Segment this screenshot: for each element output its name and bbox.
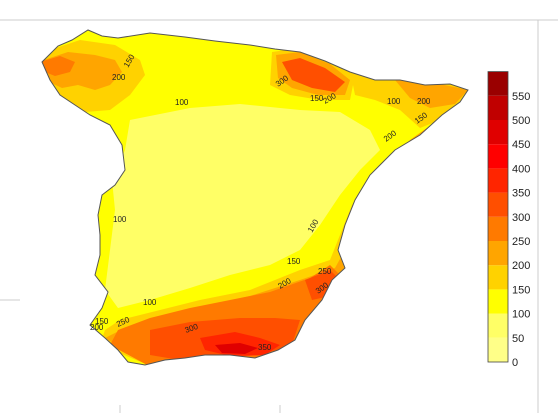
zone-south-400 <box>215 343 258 354</box>
contour-label: 150 <box>95 317 109 326</box>
contour-label: 100 <box>113 215 127 224</box>
zone-cantabria-300 <box>282 58 345 92</box>
legend-tick-label: 250 <box>512 236 530 248</box>
zone-catalonia-200 <box>395 80 468 108</box>
legend-tick-label: 550 <box>512 91 530 103</box>
contour-label: 350 <box>258 343 272 352</box>
legend-swatch <box>488 241 508 266</box>
legend-swatch <box>488 120 508 145</box>
legend-colorbar: 0 50 100 150 200 250 300 350 400 450 500 550 <box>487 71 530 369</box>
legend-swatch <box>488 313 508 338</box>
legend-frame <box>487 71 509 363</box>
zone-east-150 <box>100 102 465 365</box>
legend-tick-label: 100 <box>512 309 530 321</box>
legend-swatch <box>488 95 508 120</box>
legend-tick-label: 350 <box>512 188 530 200</box>
legend-swatch <box>488 265 508 290</box>
legend-tick-label: 0 <box>512 357 518 369</box>
legend-tick-label: 400 <box>512 163 530 175</box>
contour-label: 100 <box>175 98 189 107</box>
contour-label: 200 <box>90 323 104 332</box>
legend-swatch <box>488 71 508 96</box>
legend-tick-label: 500 <box>512 115 530 127</box>
legend-swatch <box>488 337 508 362</box>
contour-label: 200 <box>417 97 431 106</box>
contour-label: 200 <box>112 73 126 82</box>
legend-tick-label: 50 <box>512 333 524 345</box>
legend-swatch <box>488 192 508 217</box>
contour-label: 100 <box>143 298 157 307</box>
legend-tick-label: 150 <box>512 284 530 296</box>
legend-tick-label: 300 <box>512 212 530 224</box>
legend-swatch <box>488 144 508 169</box>
zone-50-100 <box>105 104 380 308</box>
contour-label: 300 <box>184 322 200 335</box>
legend-tick-label: 200 <box>512 260 530 272</box>
contour-label: 250 <box>318 267 332 276</box>
zone-galicia-250 <box>42 56 75 76</box>
legend-swatch <box>488 216 508 241</box>
frame-lines <box>0 19 558 413</box>
contour-label: 150 <box>287 257 301 266</box>
legend-swatch <box>488 289 508 314</box>
legend-tick-label: 450 <box>512 139 530 151</box>
contour-label: 150 <box>310 94 324 103</box>
contour-label: 100 <box>387 97 401 106</box>
legend-swatch <box>488 168 508 193</box>
